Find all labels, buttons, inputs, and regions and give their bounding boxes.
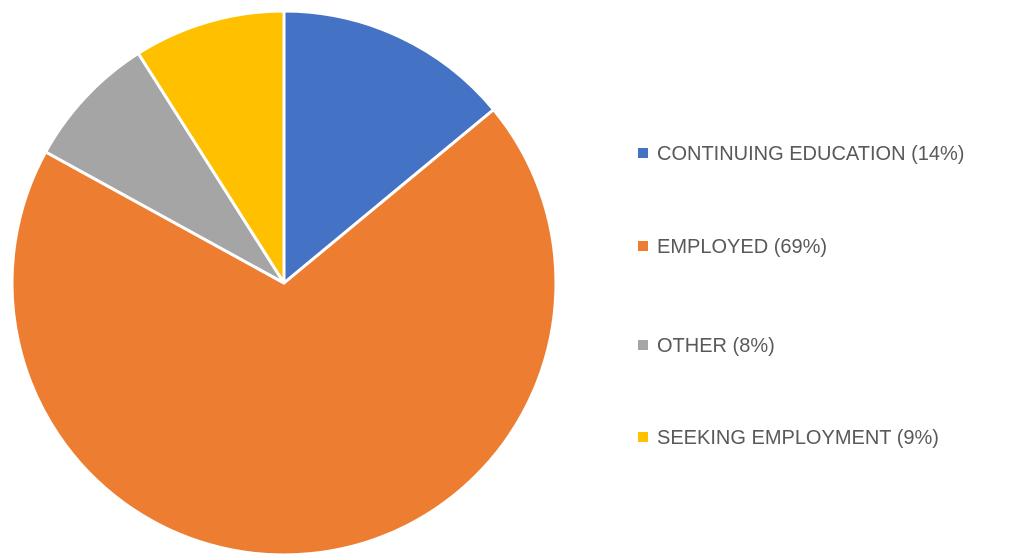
legend-swatch-other [638, 340, 648, 350]
legend-swatch-employed [638, 241, 648, 251]
legend-label-employed: EMPLOYED (69%) [657, 236, 827, 258]
legend-label-seeking-employment: SEEKING EMPLOYMENT (9%) [657, 427, 939, 449]
legend-swatch-seeking-employment [638, 432, 648, 442]
legend-label-other: OTHER (8%) [657, 335, 775, 357]
legend-item-employed: EMPLOYED (69%) [638, 236, 827, 258]
legend-item-other: OTHER (8%) [638, 335, 775, 357]
legend-item-continuing-education: CONTINUING EDUCATION (14%) [638, 143, 964, 165]
legend-swatch-continuing-education [638, 148, 648, 158]
pie-slice-employed [10, 108, 558, 555]
pie-slice-other [44, 51, 286, 285]
legend-label-continuing-education: CONTINUING EDUCATION (14%) [657, 143, 964, 165]
pie-slices [10, 9, 558, 555]
pie-slice-seeking-employment [136, 9, 286, 285]
pie-slice-continuing-education [282, 9, 496, 285]
legend-item-seeking-employment: SEEKING EMPLOYMENT (9%) [638, 427, 939, 449]
legend: CONTINUING EDUCATION (14%) EMPLOYED (69%… [638, 143, 964, 449]
